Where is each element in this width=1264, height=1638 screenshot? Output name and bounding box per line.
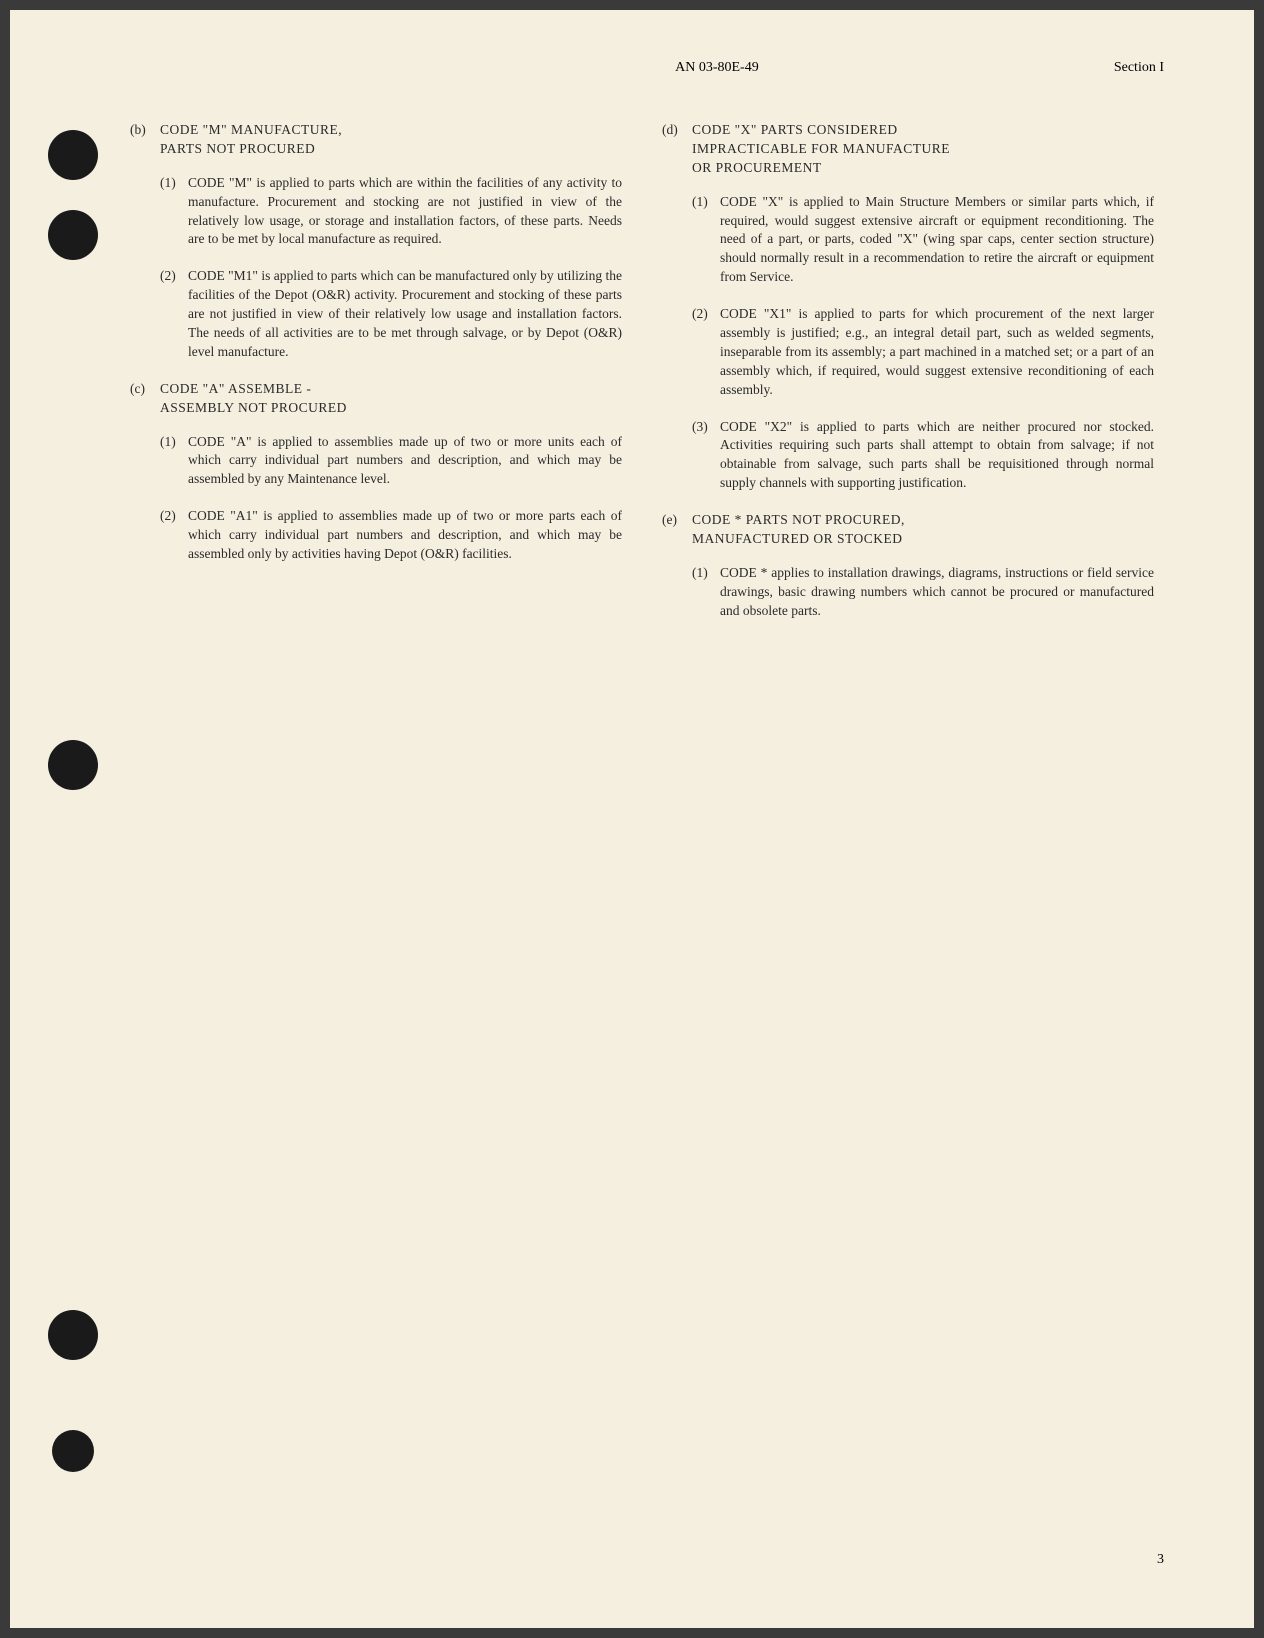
punch-hole: [48, 1310, 98, 1360]
section-title: CODE "X" PARTS CONSIDERED IMPRACTICABLE …: [692, 121, 1154, 178]
section-title: CODE "M" MANUFACTURE, PARTS NOT PROCURED: [160, 121, 622, 159]
section-label: Section I: [1114, 60, 1164, 76]
item-text: CODE "X1" is applied to parts for which …: [720, 305, 1154, 399]
page-header: AN 03-80E-49 Section I: [110, 60, 1174, 76]
item-text: CODE * applies to installation drawings,…: [720, 564, 1154, 621]
list-item: (1) CODE "A" is applied to assemblies ma…: [130, 433, 622, 490]
section-e-heading: (e) CODE * PARTS NOT PROCURED, MANUFACTU…: [662, 511, 1154, 549]
content-area: (b) CODE "M" MANUFACTURE, PARTS NOT PROC…: [110, 116, 1174, 639]
title-line: OR PROCUREMENT: [692, 159, 1154, 178]
item-number: (1): [692, 564, 720, 621]
left-column: (b) CODE "M" MANUFACTURE, PARTS NOT PROC…: [130, 116, 622, 639]
list-item: (2) CODE "X1" is applied to parts for wh…: [662, 305, 1154, 399]
document-page: AN 03-80E-49 Section I (b) CODE "M" MANU…: [10, 10, 1254, 1628]
item-number: (2): [692, 305, 720, 399]
item-text: CODE "M" is applied to parts which are w…: [188, 174, 622, 250]
item-text: CODE "X2" is applied to parts which are …: [720, 418, 1154, 494]
item-text: CODE "A1" is applied to assemblies made …: [188, 507, 622, 564]
title-line: CODE "A" ASSEMBLE -: [160, 380, 622, 399]
page-number: 3: [1157, 1552, 1164, 1568]
item-number: (2): [160, 267, 188, 361]
section-title: CODE * PARTS NOT PROCURED, MANUFACTURED …: [692, 511, 1154, 549]
right-column: (d) CODE "X" PARTS CONSIDERED IMPRACTICA…: [662, 116, 1154, 639]
list-item: (2) CODE "A1" is applied to assemblies m…: [130, 507, 622, 564]
section-letter: (e): [662, 511, 692, 549]
item-number: (3): [692, 418, 720, 494]
title-line: CODE * PARTS NOT PROCURED,: [692, 511, 1154, 530]
item-number: (2): [160, 507, 188, 564]
list-item: (1) CODE * applies to installation drawi…: [662, 564, 1154, 621]
title-line: IMPRACTICABLE FOR MANUFACTURE: [692, 140, 1154, 159]
list-item: (1) CODE "X" is applied to Main Structur…: [662, 193, 1154, 287]
punch-hole: [48, 210, 98, 260]
item-number: (1): [692, 193, 720, 287]
section-c-heading: (c) CODE "A" ASSEMBLE - ASSEMBLY NOT PRO…: [130, 380, 622, 418]
item-number: (1): [160, 174, 188, 250]
section-letter: (c): [130, 380, 160, 418]
punch-hole: [48, 740, 98, 790]
section-letter: (d): [662, 121, 692, 178]
item-text: CODE "A" is applied to assemblies made u…: [188, 433, 622, 490]
list-item: (3) CODE "X2" is applied to parts which …: [662, 418, 1154, 494]
item-text: CODE "X" is applied to Main Structure Me…: [720, 193, 1154, 287]
title-line: PARTS NOT PROCURED: [160, 140, 622, 159]
title-line: MANUFACTURED OR STOCKED: [692, 530, 1154, 549]
punch-hole: [52, 1430, 94, 1472]
list-item: (1) CODE "M" is applied to parts which a…: [130, 174, 622, 250]
section-letter: (b): [130, 121, 160, 159]
section-b-heading: (b) CODE "M" MANUFACTURE, PARTS NOT PROC…: [130, 121, 622, 159]
list-item: (2) CODE "M1" is applied to parts which …: [130, 267, 622, 361]
document-number: AN 03-80E-49: [120, 60, 1114, 76]
title-line: CODE "M" MANUFACTURE,: [160, 121, 622, 140]
section-title: CODE "A" ASSEMBLE - ASSEMBLY NOT PROCURE…: [160, 380, 622, 418]
section-d-heading: (d) CODE "X" PARTS CONSIDERED IMPRACTICA…: [662, 121, 1154, 178]
item-text: CODE "M1" is applied to parts which can …: [188, 267, 622, 361]
title-line: ASSEMBLY NOT PROCURED: [160, 399, 622, 418]
item-number: (1): [160, 433, 188, 490]
title-line: CODE "X" PARTS CONSIDERED: [692, 121, 1154, 140]
punch-hole: [48, 130, 98, 180]
